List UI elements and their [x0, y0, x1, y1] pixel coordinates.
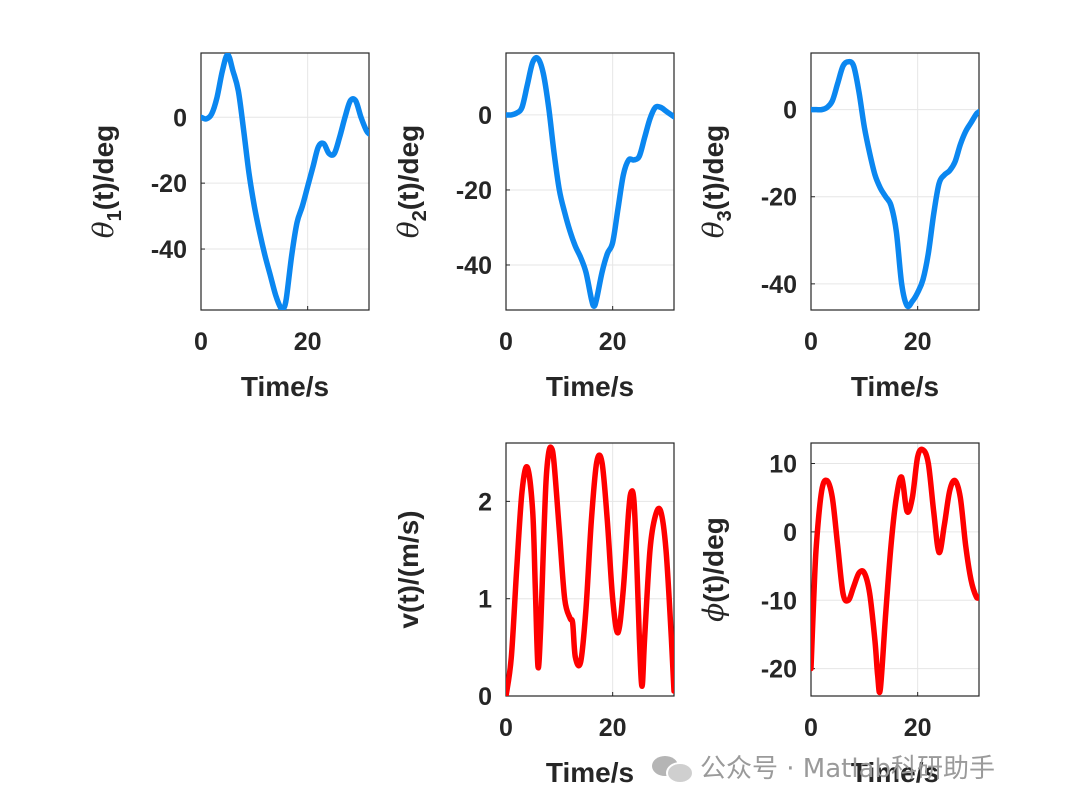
- y-tick-label: 0: [783, 519, 797, 547]
- x-tick-label: 0: [804, 328, 818, 356]
- y-tick-label: -20: [151, 170, 187, 198]
- chart-5: 0 20 10 0 -10 -20 Time/s ϕ(t)/deg: [697, 442, 980, 788]
- x-tick-label: 20: [294, 328, 322, 356]
- y-label-text: v(t)/(m/s): [393, 510, 424, 628]
- series-line: [506, 444, 674, 696]
- series-line: [506, 55, 674, 309]
- y-tick-label: -20: [761, 184, 797, 212]
- axes-box: [505, 442, 675, 697]
- y-label-subscript: 3: [714, 210, 736, 221]
- y-axis-label: θ1(t)/deg: [87, 125, 126, 239]
- y-tick-label: -40: [151, 236, 187, 264]
- y-axis-label: ϕ(t)/deg: [697, 517, 730, 622]
- y-label-symbol: ϕ: [697, 603, 730, 622]
- axes-box: [810, 442, 980, 697]
- x-axis-label: Time/s: [546, 371, 634, 402]
- y-axis-label: θ2(t)/deg: [392, 125, 431, 239]
- y-label-text: (t)/deg: [698, 517, 729, 603]
- y-tick-label: 2: [478, 488, 492, 516]
- y-tick-label: -40: [761, 271, 797, 299]
- chart-1: 0 20 0 -20 -40 Time/s θ1(t)/deg: [87, 52, 370, 402]
- y-tick-label: -40: [456, 252, 492, 280]
- chart-2: 0 20 0 -20 -40 Time/s θ2(t)/deg: [392, 52, 675, 402]
- y-tick-label: 0: [783, 97, 797, 125]
- y-label-symbol: θ: [697, 221, 730, 238]
- y-tick-label: 0: [173, 104, 187, 132]
- x-tick-label: 0: [194, 328, 208, 356]
- x-tick-label: 0: [499, 714, 513, 742]
- x-axis-label: Time/s: [546, 757, 634, 788]
- series-line: [811, 446, 979, 696]
- y-tick-label: -10: [761, 587, 797, 615]
- y-tick-label: -20: [761, 656, 797, 684]
- x-tick-label: 20: [599, 714, 627, 742]
- axes-box: [505, 52, 675, 311]
- watermark-text: 公众号 · Matlab科研助手: [700, 754, 996, 784]
- axes-box: [200, 52, 370, 311]
- watermark: 公众号 · Matlab科研助手: [652, 748, 995, 785]
- chart-3: 0 20 0 -20 -40 Time/s θ3(t)/deg: [697, 52, 980, 402]
- y-label-text: (t)/deg: [698, 125, 729, 211]
- series-line: [201, 53, 369, 310]
- x-tick-label: 20: [904, 714, 932, 742]
- y-tick-label: 1: [478, 586, 492, 614]
- chart-4: 0 20 0 1 2 Time/s v(t)/(m/s): [393, 442, 675, 788]
- x-axis-label: Time/s: [851, 371, 939, 402]
- y-tick-label: -20: [456, 177, 492, 205]
- y-tick-label: 10: [769, 451, 797, 479]
- x-tick-label: 20: [904, 328, 932, 356]
- wechat-icon: [652, 752, 694, 784]
- y-label-symbol: θ: [392, 221, 425, 238]
- x-axis-label: Time/s: [241, 371, 329, 402]
- y-axis-label: v(t)/(m/s): [393, 510, 424, 628]
- x-axis-label: Time/s: [851, 757, 939, 788]
- series-line: [811, 58, 979, 310]
- axes-box: [810, 52, 980, 311]
- y-label-symbol: θ: [87, 221, 120, 238]
- y-label-subscript: 2: [409, 210, 431, 221]
- y-label-text: (t)/deg: [393, 125, 424, 211]
- x-tick-label: 0: [499, 328, 513, 356]
- y-tick-label: 0: [478, 683, 492, 711]
- y-tick-label: 0: [478, 102, 492, 130]
- y-label-subscript: 1: [104, 210, 126, 221]
- y-label-text: (t)/deg: [88, 125, 119, 211]
- y-axis-label: θ3(t)/deg: [697, 125, 736, 239]
- x-tick-label: 0: [804, 714, 818, 742]
- x-tick-label: 20: [599, 328, 627, 356]
